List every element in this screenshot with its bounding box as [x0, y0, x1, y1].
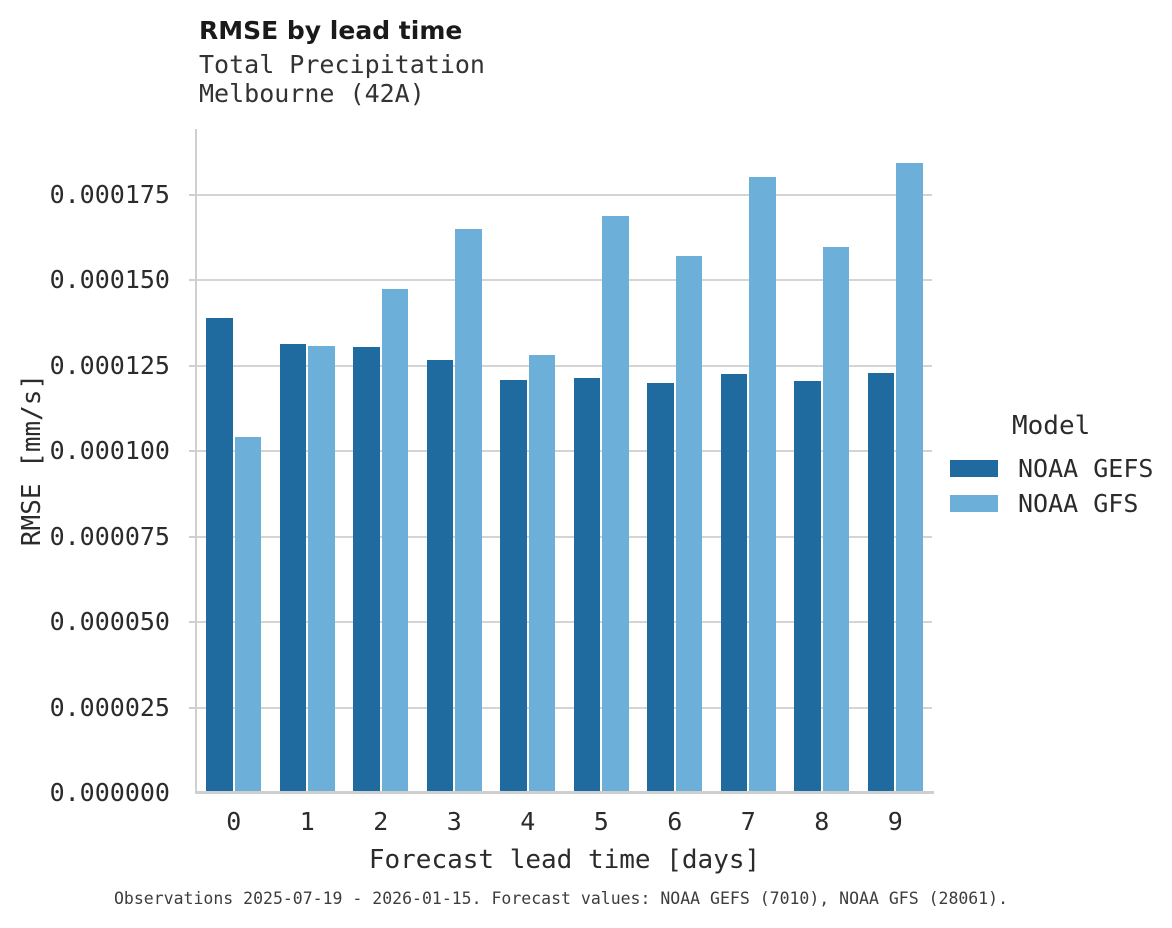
- y-axis-line: [195, 129, 197, 793]
- chart-subtitle: Total Precipitation Melbourne (42A): [199, 50, 485, 108]
- bar-group-lead-7: [712, 129, 786, 793]
- bar-group-lead-2: [344, 129, 418, 793]
- y-axis-tick-label: 0.000025: [49, 692, 170, 722]
- bar-noaa-gfs-lead-2: [381, 289, 409, 793]
- x-axis-tick-label: 9: [887, 807, 903, 836]
- legend-item-label: NOAA GEFS: [1018, 454, 1154, 483]
- bar-group-lead-8: [785, 129, 859, 793]
- bar-group-lead-9: [859, 129, 933, 793]
- x-axis-tick-label: 8: [814, 807, 830, 836]
- bar-group-lead-5: [565, 129, 639, 793]
- y-axis-tick-labels: 0.000000 0.000025 0.000050 0.000075 0.000100…: [0, 0, 170, 928]
- y-axis-tick-label: 0.000125: [49, 350, 170, 380]
- x-axis-tick-label: 5: [593, 807, 609, 836]
- bar-noaa-gfs-lead-3: [455, 229, 482, 793]
- y-axis-tick: [189, 535, 196, 538]
- caption: Observations 2025-07-19 - 2026-01-15. Fo…: [114, 889, 1009, 908]
- y-axis-tick: [189, 193, 196, 196]
- gridline: [197, 621, 932, 624]
- chart-title: RMSE by lead time: [199, 16, 463, 45]
- legend-swatch: [950, 460, 998, 477]
- bar-noaa-gefs-lead-6: [647, 382, 674, 793]
- chart-subtitle-line-1: Total Precipitation: [199, 50, 485, 79]
- bar-group-lead-3: [418, 129, 492, 793]
- bar-noaa-gefs-lead-3: [426, 360, 454, 793]
- bar-noaa-gefs-lead-4: [500, 379, 527, 793]
- gridline: [197, 364, 932, 367]
- x-axis-tick-label: 1: [299, 807, 315, 836]
- bar-noaa-gfs-lead-9: [896, 162, 923, 793]
- bar-noaa-gefs-lead-2: [353, 347, 380, 793]
- x-axis-tick-label: 0: [226, 807, 242, 836]
- bar-group-lead-4: [491, 129, 565, 793]
- x-axis-tick-label: 6: [667, 807, 683, 836]
- y-axis-tick-label: 0.000150: [49, 265, 170, 295]
- bar-group-lead-6: [638, 129, 712, 793]
- plot-area: [197, 129, 932, 793]
- gridline: [197, 279, 932, 282]
- y-axis-tick: [189, 706, 196, 709]
- bar-noaa-gfs-lead-1: [308, 346, 335, 793]
- bar-noaa-gefs-lead-1: [279, 343, 307, 793]
- chart-subtitle-line-2: Melbourne (42A): [199, 79, 425, 108]
- gridline: [197, 535, 932, 538]
- legend: Model NOAA GEFS NOAA GFS: [950, 411, 1153, 521]
- y-axis-tick: [189, 364, 196, 367]
- y-axis-tick: [189, 279, 196, 282]
- x-axis-tick-label: 2: [373, 807, 389, 836]
- y-axis-tick: [189, 621, 196, 624]
- y-axis-tick-label: 0.000075: [49, 521, 170, 551]
- bar-noaa-gfs-lead-4: [528, 355, 556, 793]
- gridline: [197, 450, 932, 453]
- x-axis-tick-label: 4: [520, 807, 536, 836]
- y-axis-tick-label: 0.000100: [49, 436, 170, 466]
- y-axis-tick-label: 0.000000: [49, 778, 170, 807]
- bar-noaa-gefs-lead-8: [794, 381, 821, 793]
- gridline: [197, 706, 932, 709]
- y-axis-tick-label: 0.000175: [49, 179, 170, 209]
- y-axis-tick: [189, 450, 196, 453]
- x-axis-line: [195, 791, 934, 794]
- x-axis-title: Forecast lead time [days]: [368, 845, 761, 875]
- bar-noaa-gefs-lead-0: [206, 317, 233, 793]
- bar-noaa-gefs-lead-7: [720, 374, 748, 793]
- bar-noaa-gefs-lead-9: [867, 372, 895, 793]
- bar-noaa-gfs-lead-8: [822, 246, 850, 793]
- bar-noaa-gfs-lead-6: [675, 256, 703, 793]
- legend-items: NOAA GEFS NOAA GFS: [950, 451, 1153, 521]
- x-axis-tick-label: 3: [446, 807, 462, 836]
- legend-item: NOAA GFS: [950, 486, 1153, 521]
- bar-group-lead-1: [271, 129, 345, 793]
- x-axis-tick-label: 7: [740, 807, 756, 836]
- y-axis-tick-label: 0.000050: [49, 607, 170, 637]
- bar-noaa-gefs-lead-5: [573, 377, 601, 793]
- bar-noaa-gfs-lead-0: [234, 436, 262, 793]
- gridline: [197, 193, 932, 196]
- y-axis-title: RMSE [mm/s]: [17, 373, 47, 547]
- bar-group-lead-0: [197, 129, 271, 793]
- bar-noaa-gfs-lead-7: [749, 177, 776, 793]
- legend-item-label: NOAA GFS: [1018, 489, 1139, 518]
- bar-noaa-gfs-lead-5: [602, 216, 629, 793]
- legend-title: Model: [1012, 411, 1091, 441]
- legend-item: NOAA GEFS: [950, 451, 1153, 486]
- legend-swatch: [950, 495, 998, 512]
